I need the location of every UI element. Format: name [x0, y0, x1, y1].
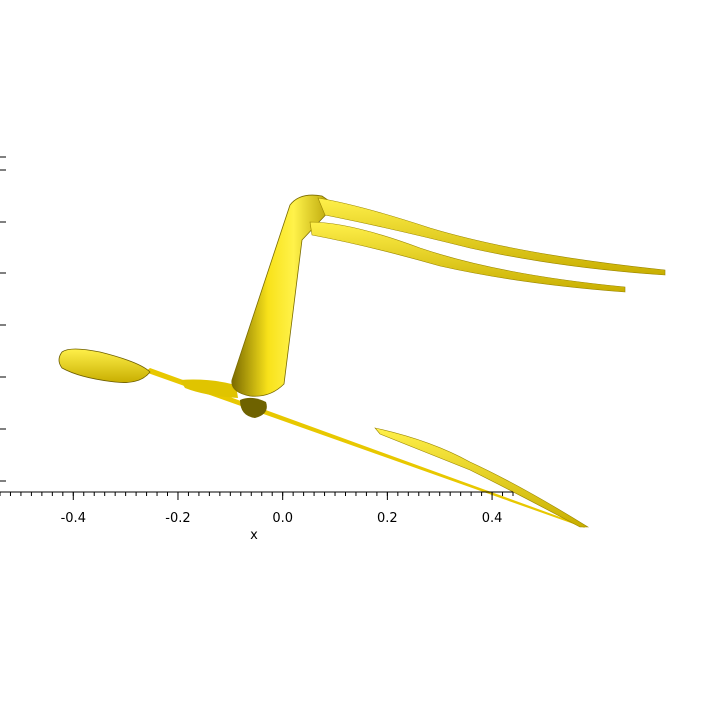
surface: [58, 194, 666, 528]
x-tick-label: -0.4: [61, 511, 86, 526]
x-tick-label: 0.0: [272, 511, 293, 526]
x-tick-label: 0.4: [482, 511, 503, 526]
x-tick-label: -0.2: [165, 511, 190, 526]
left-axis: [0, 156, 6, 482]
x-axis-label: x: [250, 528, 258, 543]
x-tick-label: 0.2: [377, 511, 398, 526]
